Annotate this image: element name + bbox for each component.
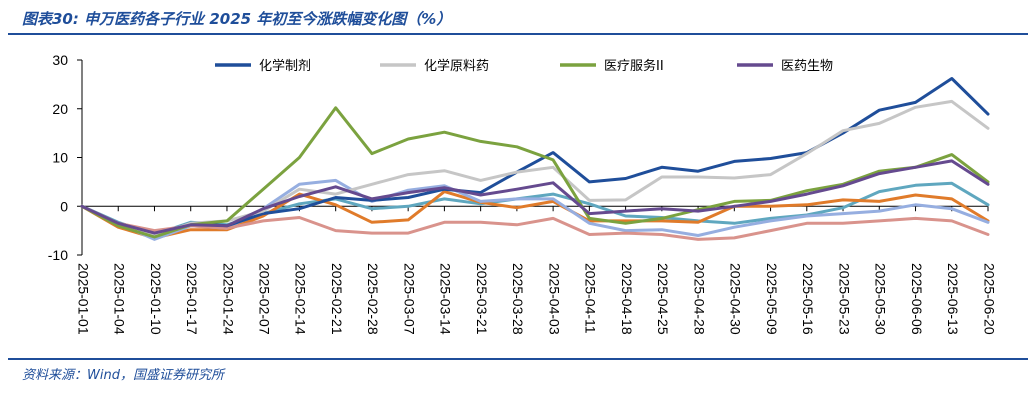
- x-tick-label: 2025-03-28: [510, 263, 526, 335]
- x-tick-label: 2025-05-30: [873, 263, 889, 335]
- x-tick-label: 2025-02-07: [256, 263, 272, 335]
- x-tick-label: 2025-04-18: [619, 263, 635, 335]
- figure-title: 图表30: 申万医药各子行业 2025 年初至今涨跌幅变化图（%）: [22, 10, 452, 28]
- x-tick-label: 2025-01-17: [184, 263, 200, 335]
- legend-label: 化学制剂: [259, 58, 311, 74]
- x-tick-label: 2025-01-24: [220, 263, 236, 335]
- x-tick-label: 2025-01-01: [75, 263, 91, 335]
- y-tick-label: 10: [52, 150, 68, 166]
- x-tick-label: 2025-06-20: [981, 263, 997, 335]
- y-tick-label: 30: [52, 52, 68, 68]
- series-line-4: [80, 159, 990, 235]
- axes: -10 0 10 20 30 2025-01-01 2025-01-04 2025-01-10…: [48, 52, 998, 335]
- legend-label: 化学原料药: [424, 58, 489, 74]
- x-tick-label: 2025-04-03: [546, 263, 562, 335]
- x-tick-label: 2025-02-14: [293, 263, 309, 335]
- x-tick-label: 2025-01-04: [112, 263, 128, 335]
- x-tick-label: 2025-05-09: [764, 263, 780, 335]
- legend-label: 医疗服务II: [604, 58, 664, 74]
- x-tick-label: 2025-03-14: [438, 263, 454, 335]
- series-line-2: [80, 99, 990, 237]
- x-tick-label: 2025-05-23: [836, 263, 852, 335]
- x-tick-label: 2025-04-25: [655, 263, 671, 335]
- x-tick-label: 2025-04-11: [583, 263, 599, 334]
- line-chart: -10 0 10 20 30 2025-01-01 2025-01-04 2025-01-10…: [48, 52, 998, 335]
- source-note: 资料来源：Wind，国盛证券研究所: [22, 368, 224, 383]
- x-tick-label: 2025-03-07: [401, 263, 417, 335]
- title-rule: [8, 33, 1028, 35]
- x-tick-label: 2025-02-21: [329, 263, 345, 335]
- legend-label: 医药生物: [781, 59, 833, 74]
- y-tick-label: 20: [52, 101, 68, 117]
- x-tick-label: 2025-04-30: [728, 263, 744, 335]
- series-line-3: [80, 106, 990, 239]
- x-tick-label: 2025-06-06: [909, 263, 925, 335]
- y-tick-label: -10: [48, 247, 68, 263]
- series-lines: [80, 77, 990, 241]
- x-tick-label: 2025-02-28: [365, 263, 381, 335]
- x-tick-label: 2025-01-10: [148, 263, 164, 335]
- y-tick-label: 0: [60, 198, 68, 214]
- x-tick-label: 2025-03-21: [474, 263, 490, 335]
- x-tick-label: 2025-06-13: [945, 263, 961, 335]
- series-line-8: [80, 204, 990, 241]
- x-tick-label: 2025-05-16: [800, 263, 816, 335]
- source-rule: [8, 358, 1028, 360]
- legend: 化学制剂 化学原料药 医疗服务II 医药生物: [215, 58, 833, 74]
- x-tick-label: 2025-04-28: [691, 263, 707, 335]
